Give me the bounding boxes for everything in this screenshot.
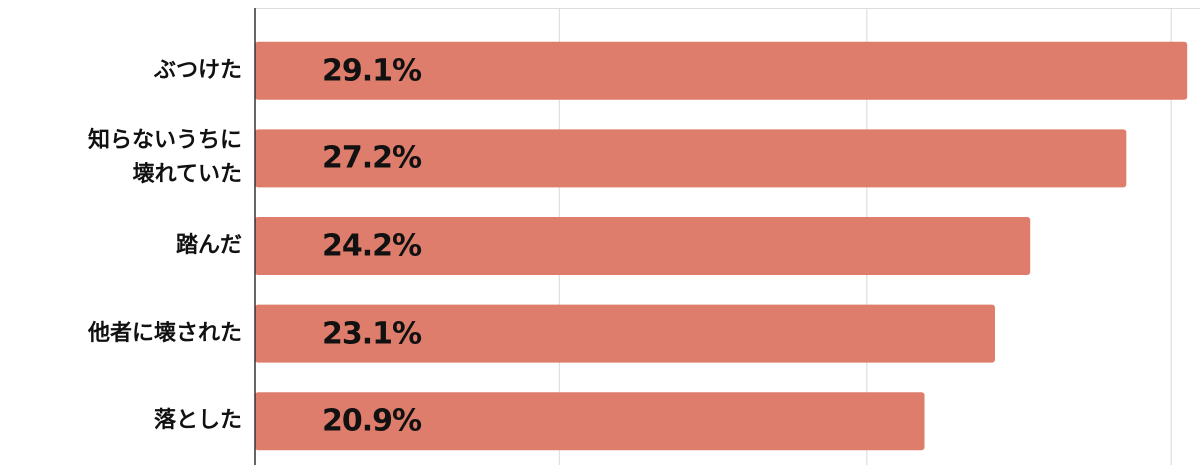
- bar: [255, 304, 995, 363]
- category-label: 他者に壊された: [87, 320, 242, 346]
- bar: [255, 41, 1188, 100]
- bar: [255, 217, 1031, 275]
- value-label: 23.1%: [322, 316, 422, 352]
- category-label: ぶつけた: [153, 57, 242, 83]
- category-label: 知らないうちに 壊れていた: [87, 128, 242, 188]
- value-label: 29.1%: [322, 53, 422, 89]
- bar: [255, 129, 1127, 188]
- bar: [255, 392, 925, 451]
- category-label: 落とした: [153, 408, 242, 434]
- value-label: 24.2%: [322, 228, 422, 264]
- value-label: 27.2%: [322, 140, 422, 176]
- category-label: 踏んだ: [175, 233, 242, 258]
- value-label: 20.9%: [322, 403, 422, 439]
